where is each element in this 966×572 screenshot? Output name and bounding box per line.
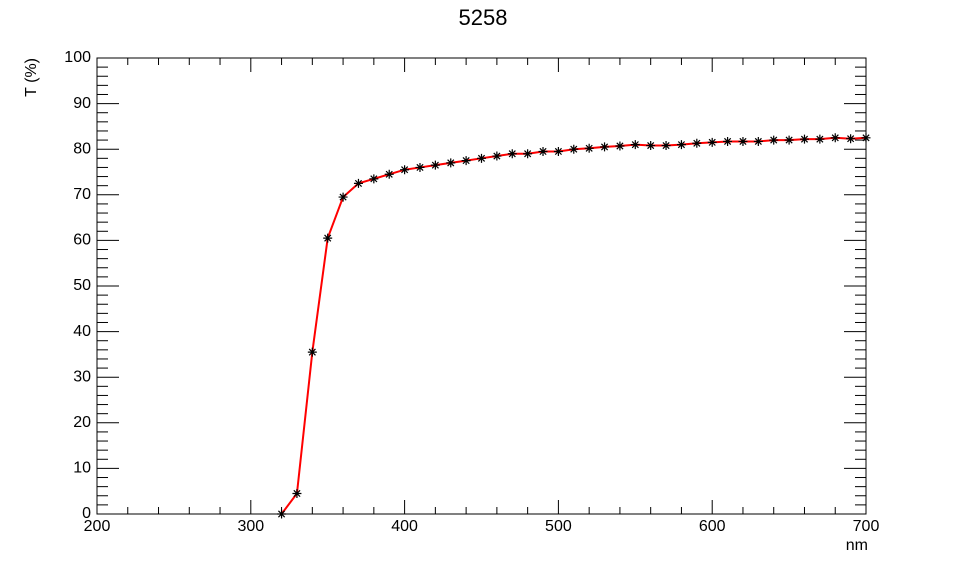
data-point <box>323 233 333 243</box>
data-point <box>430 160 440 170</box>
data-point <box>630 140 640 150</box>
data-point <box>738 136 748 146</box>
data-point <box>369 174 379 184</box>
x-tick-label: 300 <box>237 518 264 535</box>
data-point <box>646 141 656 151</box>
data-point <box>384 169 394 179</box>
data-point <box>584 143 594 153</box>
data-point <box>523 149 533 159</box>
x-tick-label: 400 <box>391 518 418 535</box>
x-tick-label: 500 <box>545 518 572 535</box>
chart-title: 5258 <box>459 5 508 30</box>
y-tick-label: 90 <box>73 95 91 112</box>
data-point <box>338 192 348 202</box>
data-point <box>707 137 717 147</box>
y-tick-label: 0 <box>82 505 91 522</box>
y-tick-label: 20 <box>73 414 91 431</box>
data-point <box>507 149 517 159</box>
data-point <box>615 141 625 151</box>
y-tick-label: 50 <box>73 277 91 294</box>
data-point <box>553 146 563 156</box>
data-point <box>846 134 856 144</box>
y-tick-label: 40 <box>73 323 91 340</box>
x-tick-label: 200 <box>84 518 111 535</box>
data-point <box>723 136 733 146</box>
data-point <box>661 141 671 151</box>
data-point <box>784 135 794 145</box>
y-tick-label: 70 <box>73 186 91 203</box>
data-point <box>538 146 548 156</box>
data-point <box>353 178 363 188</box>
data-point <box>292 488 302 498</box>
data-point <box>830 133 840 143</box>
y-tick-label: 30 <box>73 368 91 385</box>
data-point <box>446 158 456 168</box>
data-point <box>692 138 702 148</box>
data-point <box>799 134 809 144</box>
y-tick-label: 10 <box>73 460 91 477</box>
data-point <box>492 151 502 161</box>
x-tick-label: 700 <box>853 518 880 535</box>
data-point <box>415 162 425 172</box>
data-point <box>477 153 486 163</box>
data-point <box>461 156 471 166</box>
data-point <box>600 142 610 152</box>
data-point <box>861 133 871 143</box>
data-point <box>769 135 779 145</box>
x-tick-label: 600 <box>699 518 726 535</box>
data-point <box>307 347 317 357</box>
y-tick-label: 80 <box>73 140 91 157</box>
data-point <box>815 134 825 144</box>
data-point <box>569 144 579 154</box>
data-point <box>753 136 763 146</box>
y-tick-label: 100 <box>64 49 91 66</box>
x-axis-label: nm <box>846 537 868 554</box>
data-point <box>277 509 287 519</box>
data-point <box>676 140 686 150</box>
y-axis-label: T (%) <box>23 58 40 97</box>
y-tick-label: 60 <box>73 232 91 249</box>
data-point <box>400 165 410 175</box>
